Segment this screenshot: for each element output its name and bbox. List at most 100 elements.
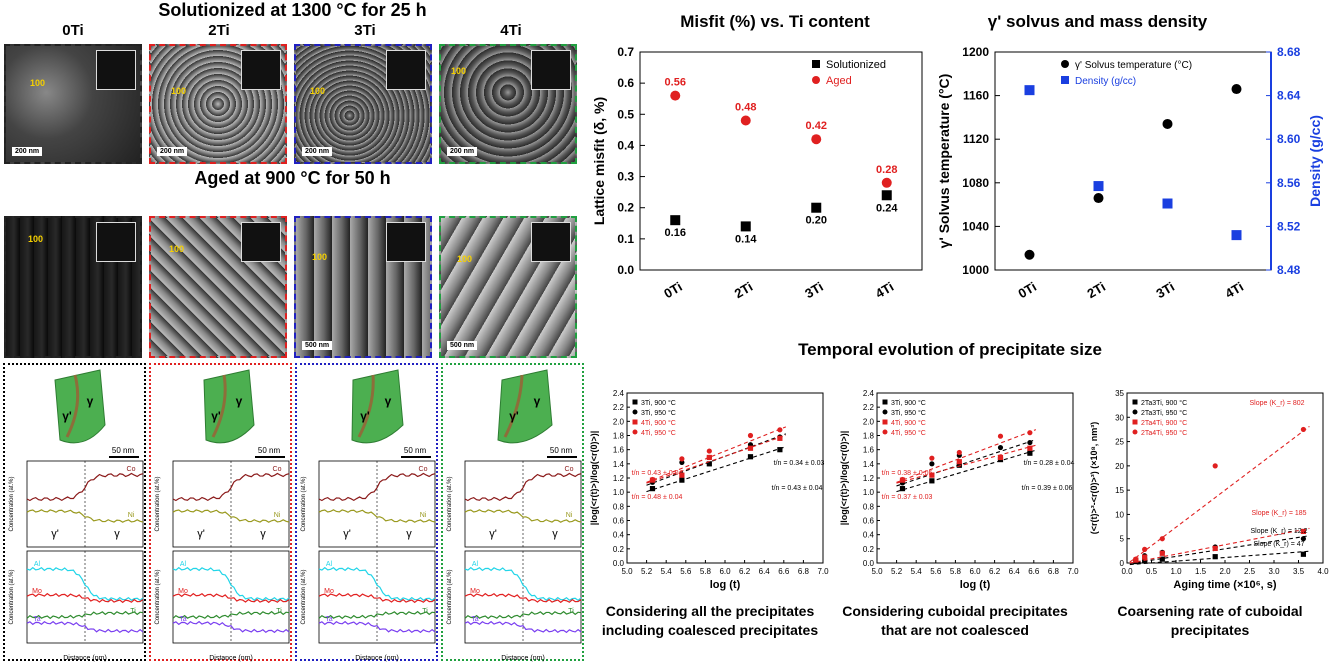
data-point bbox=[740, 221, 751, 232]
y-tick-label: 0.2 bbox=[613, 545, 625, 554]
x-tick-label: 0Ti bbox=[1015, 279, 1039, 301]
data-label: 0.48 bbox=[735, 102, 756, 114]
x-axis-label: Distance (nm) bbox=[355, 655, 399, 662]
al-profile bbox=[464, 566, 582, 602]
mo-profile bbox=[26, 592, 144, 604]
x-tick-label: 6.8 bbox=[1048, 567, 1060, 576]
x-tick-label: 3.5 bbox=[1293, 567, 1305, 576]
fit-line bbox=[896, 429, 1037, 483]
x-tick-label: 6.6 bbox=[1028, 567, 1040, 576]
ni-profile bbox=[26, 509, 144, 523]
scale-bar-label: 50 nm bbox=[550, 446, 573, 455]
y-tick-label-right: 8.56 bbox=[1277, 176, 1301, 190]
x-axis-label: log (t) bbox=[960, 579, 991, 591]
x-axis-label: Aging time (×10⁶, s) bbox=[1173, 579, 1277, 591]
apt-panel-4ti: γ γ' 50 nm Co Ni γ' γ Concentration (at.%) Al Mo T… bbox=[441, 363, 584, 662]
gamma-prime-label: γ' bbox=[509, 409, 519, 423]
y-tick-label: 0.4 bbox=[863, 531, 875, 540]
ni-profile bbox=[464, 509, 582, 523]
direction-label: 100 bbox=[451, 66, 467, 76]
data-point bbox=[679, 472, 685, 478]
x-tick-label: 1.5 bbox=[1195, 567, 1207, 576]
gamma-prime-label: γ' bbox=[62, 409, 72, 423]
diffraction-inset bbox=[386, 50, 426, 90]
y-tick-label: 1.6 bbox=[613, 446, 625, 455]
legend-label: 4Ti, 900 °C bbox=[891, 419, 926, 427]
y-tick-label: 0.0 bbox=[617, 263, 634, 277]
y-tick-label: 15 bbox=[1115, 486, 1124, 495]
gamma-label: γ bbox=[385, 394, 392, 408]
data-point bbox=[649, 486, 656, 492]
y-tick-label: 0.5 bbox=[617, 107, 634, 121]
x-tick-label: 4.0 bbox=[1317, 567, 1329, 576]
y-tick-label: 2.4 bbox=[613, 389, 625, 398]
co-label: Co bbox=[273, 466, 282, 473]
x-tick-label: 2.5 bbox=[1244, 567, 1256, 576]
data-point bbox=[1027, 439, 1033, 446]
y-tick-label: 0 bbox=[1120, 559, 1125, 568]
scale-bar-label: 50 nm bbox=[404, 446, 427, 455]
y-axis-label: Concentration (at.%) bbox=[155, 476, 161, 531]
scale-bar: 200 nm bbox=[157, 147, 188, 156]
x-tick-label: 6.8 bbox=[798, 567, 810, 576]
gamma-prime-label: γ' bbox=[360, 409, 370, 423]
y-tick-label: 2.2 bbox=[613, 403, 625, 412]
y-tick-label: 0.7 bbox=[617, 45, 634, 59]
y-tick-label: 0.8 bbox=[613, 502, 625, 511]
x-tick-label: 6.4 bbox=[759, 567, 771, 576]
data-point bbox=[1027, 450, 1033, 456]
interface-line bbox=[503, 374, 524, 438]
data-point bbox=[929, 461, 935, 467]
x-tick-label: 2Ti bbox=[1084, 279, 1108, 301]
data-point bbox=[1142, 546, 1148, 552]
scale-bar: 200 nm bbox=[12, 147, 43, 156]
y-tick-label: 0.2 bbox=[863, 545, 875, 554]
direction-label: 100 bbox=[171, 86, 187, 96]
x-tick-label: 6.4 bbox=[1009, 567, 1021, 576]
annotation: Slope (K_r) = 802 bbox=[1249, 400, 1304, 407]
diffraction-inset bbox=[386, 222, 426, 262]
data-point bbox=[929, 455, 935, 461]
y-axis-label: Concentration (at.%) bbox=[447, 569, 453, 624]
x-tick-label: 0.5 bbox=[1146, 567, 1158, 576]
gamma-prime-label: γ' bbox=[51, 528, 59, 540]
tem-solutionized-0ti: 200 nm 100 bbox=[4, 44, 142, 164]
legend-marker bbox=[632, 419, 638, 425]
al-label: Al bbox=[180, 561, 187, 568]
legend-label: 2Ta4Ti, 900 °C bbox=[1141, 419, 1187, 427]
legend-marker bbox=[1132, 429, 1138, 435]
y-tick-label: 1.4 bbox=[863, 460, 875, 469]
gamma-prime-label: γ' bbox=[489, 528, 497, 540]
column-label-4ti: 4Ti bbox=[500, 22, 522, 39]
y-tick-label-right: 8.52 bbox=[1277, 219, 1301, 233]
apt-tip bbox=[351, 369, 404, 444]
data-point bbox=[1300, 551, 1306, 557]
y-tick-label-right: 8.68 bbox=[1277, 45, 1301, 59]
data-point bbox=[929, 472, 935, 478]
y-tick-label: 1040 bbox=[962, 219, 989, 233]
annotation: t/n = 0.37 ± 0.03 bbox=[882, 494, 933, 501]
legend-label: 3Ti, 900 °C bbox=[641, 399, 676, 407]
x-tick-label: 6.0 bbox=[969, 567, 981, 576]
data-point bbox=[1159, 536, 1165, 542]
ti-label: Ti bbox=[276, 608, 282, 615]
x-tick-label: 5.6 bbox=[930, 567, 942, 576]
gamma-label: γ bbox=[260, 528, 266, 540]
gamma-prime-label: γ' bbox=[197, 528, 205, 540]
y-axis-label: Concentration (at.%) bbox=[301, 476, 307, 531]
ta-label: Ta bbox=[471, 616, 479, 623]
legend-marker bbox=[1061, 60, 1069, 68]
annotation: t/n = 0.28 ± 0.04 bbox=[1024, 460, 1075, 467]
y-tick-label: 1.8 bbox=[863, 432, 875, 441]
annotation: Slope (K_r) = 185 bbox=[1251, 510, 1306, 517]
data-point bbox=[706, 448, 712, 454]
y-axis-label: Concentration (at.%) bbox=[9, 569, 15, 624]
interface-line bbox=[65, 374, 80, 438]
y-tick-label: 1.2 bbox=[863, 474, 875, 483]
legend-label: 4Ti, 900 °C bbox=[641, 419, 676, 427]
mo-label: Mo bbox=[178, 588, 188, 595]
y-tick-label: 1080 bbox=[962, 176, 989, 190]
ni-profile bbox=[318, 509, 436, 523]
mo-profile bbox=[172, 592, 290, 604]
tem-aged-0ti: 100 bbox=[4, 216, 142, 358]
